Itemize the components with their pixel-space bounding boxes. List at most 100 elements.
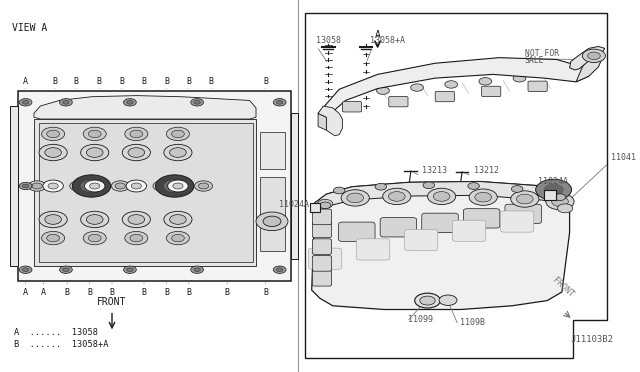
Circle shape xyxy=(22,100,29,104)
Polygon shape xyxy=(260,132,285,169)
Circle shape xyxy=(475,192,492,202)
FancyBboxPatch shape xyxy=(312,256,332,271)
Circle shape xyxy=(469,189,497,205)
Circle shape xyxy=(383,188,411,205)
Circle shape xyxy=(83,127,106,141)
Text: J11103B2: J11103B2 xyxy=(570,335,613,344)
Circle shape xyxy=(166,231,189,245)
Circle shape xyxy=(90,183,100,189)
FancyBboxPatch shape xyxy=(380,218,417,237)
Polygon shape xyxy=(576,56,602,82)
Polygon shape xyxy=(570,46,605,70)
Text: NOT FOR: NOT FOR xyxy=(525,49,559,58)
Circle shape xyxy=(84,180,105,192)
Circle shape xyxy=(433,192,450,201)
Circle shape xyxy=(42,231,65,245)
FancyBboxPatch shape xyxy=(312,222,332,238)
Text: 1109B: 1109B xyxy=(460,318,484,327)
Circle shape xyxy=(319,202,331,209)
Circle shape xyxy=(164,211,192,228)
Circle shape xyxy=(47,130,60,138)
Circle shape xyxy=(191,99,204,106)
Circle shape xyxy=(170,148,186,157)
Circle shape xyxy=(479,78,492,85)
Circle shape xyxy=(111,181,129,191)
Circle shape xyxy=(83,231,106,245)
Circle shape xyxy=(130,130,143,138)
FancyBboxPatch shape xyxy=(404,230,438,251)
Text: B: B xyxy=(164,77,169,86)
Circle shape xyxy=(127,268,133,272)
Circle shape xyxy=(273,266,286,273)
Text: A: A xyxy=(23,288,28,297)
Circle shape xyxy=(28,181,46,191)
Circle shape xyxy=(130,234,143,242)
Circle shape xyxy=(194,100,200,104)
Circle shape xyxy=(60,266,72,273)
Text: 13212: 13212 xyxy=(474,166,499,175)
Circle shape xyxy=(198,183,209,189)
Circle shape xyxy=(166,127,189,141)
Circle shape xyxy=(276,100,283,104)
Circle shape xyxy=(22,184,29,188)
Circle shape xyxy=(552,197,568,206)
Circle shape xyxy=(81,144,109,161)
Text: B: B xyxy=(141,288,147,297)
FancyBboxPatch shape xyxy=(312,239,332,254)
Circle shape xyxy=(86,215,103,224)
Polygon shape xyxy=(291,113,298,259)
Polygon shape xyxy=(10,106,18,266)
Circle shape xyxy=(195,181,212,191)
Circle shape xyxy=(153,181,171,191)
Circle shape xyxy=(546,193,574,210)
FancyBboxPatch shape xyxy=(312,270,332,286)
Text: 11024A: 11024A xyxy=(279,200,309,209)
FancyBboxPatch shape xyxy=(481,86,500,97)
Text: B: B xyxy=(263,77,268,86)
Circle shape xyxy=(124,266,136,273)
Text: 11024A: 11024A xyxy=(538,177,568,186)
Text: 13213: 13213 xyxy=(422,166,447,175)
Circle shape xyxy=(115,183,125,189)
Text: A: A xyxy=(374,30,381,40)
Circle shape xyxy=(39,144,67,161)
Circle shape xyxy=(88,130,101,138)
Circle shape xyxy=(156,175,194,197)
Text: SALE: SALE xyxy=(525,56,544,65)
Circle shape xyxy=(415,293,440,308)
Circle shape xyxy=(74,183,84,189)
Circle shape xyxy=(163,179,186,193)
Circle shape xyxy=(423,182,435,189)
Circle shape xyxy=(43,180,63,192)
Polygon shape xyxy=(318,106,342,136)
Polygon shape xyxy=(34,96,256,119)
Circle shape xyxy=(72,175,111,197)
Circle shape xyxy=(39,211,67,228)
Circle shape xyxy=(125,127,148,141)
Polygon shape xyxy=(39,123,253,262)
Circle shape xyxy=(124,99,136,106)
Circle shape xyxy=(511,186,523,192)
Circle shape xyxy=(554,194,566,201)
Circle shape xyxy=(375,183,387,190)
Circle shape xyxy=(60,99,72,106)
Polygon shape xyxy=(18,91,291,281)
FancyBboxPatch shape xyxy=(422,213,458,232)
Text: A: A xyxy=(41,288,46,297)
FancyBboxPatch shape xyxy=(505,204,541,224)
Circle shape xyxy=(47,234,60,242)
Text: 13058+A: 13058+A xyxy=(370,36,405,45)
Circle shape xyxy=(511,191,539,207)
Text: 13058: 13058 xyxy=(316,36,340,45)
Circle shape xyxy=(168,180,188,192)
FancyBboxPatch shape xyxy=(342,102,362,112)
Circle shape xyxy=(445,81,458,88)
Text: B: B xyxy=(141,77,147,86)
Circle shape xyxy=(19,182,32,190)
FancyBboxPatch shape xyxy=(389,96,408,107)
Text: B: B xyxy=(65,288,70,297)
Circle shape xyxy=(70,181,88,191)
FancyBboxPatch shape xyxy=(435,91,454,102)
Circle shape xyxy=(341,190,369,206)
Circle shape xyxy=(194,268,200,272)
